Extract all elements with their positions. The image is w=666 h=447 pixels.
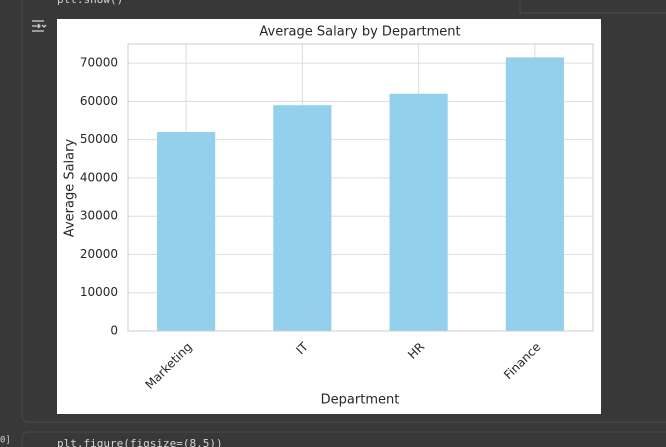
bar — [389, 93, 448, 331]
y-tick-label: 70000 — [80, 56, 118, 70]
bar — [273, 105, 332, 331]
output-icon[interactable] — [32, 20, 47, 32]
cell-label: 0] — [0, 436, 11, 446]
y-tick-label: 50000 — [80, 132, 118, 146]
x-axis-label: Department — [321, 393, 400, 408]
plot-frame — [127, 43, 594, 332]
chart-title: Average Salary by Department — [259, 25, 460, 40]
code-line: plt.show() — [57, 0, 123, 6]
y-tick-label: 40000 — [80, 170, 118, 184]
y-tick-label: 60000 — [80, 94, 118, 108]
icon-caret — [41, 24, 47, 28]
y-tick-label: 10000 — [80, 285, 118, 299]
y-tick-label: 0 — [110, 324, 118, 338]
output-cell — [21, 0, 666, 423]
icon-arrow — [32, 23, 41, 29]
code-line: plt.figure(figsize=(8,5)) — [57, 437, 223, 447]
next-cell — [21, 431, 666, 447]
bar — [505, 57, 564, 331]
y-axis-label: Average Salary — [63, 139, 78, 238]
bar — [157, 132, 216, 331]
y-tick-label: 20000 — [80, 247, 118, 261]
y-tick-label: 30000 — [80, 209, 118, 223]
